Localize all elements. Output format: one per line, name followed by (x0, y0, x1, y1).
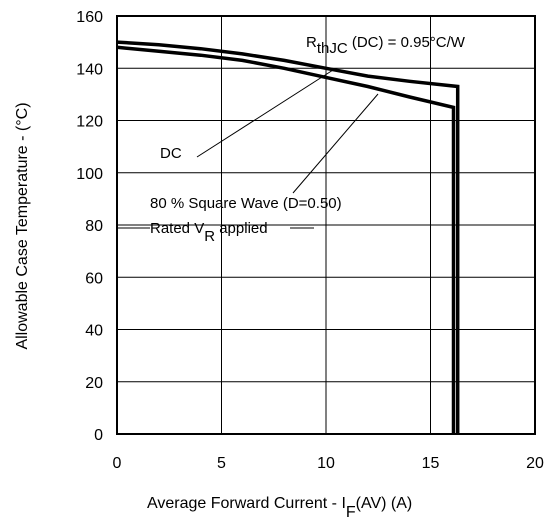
y-tick-label-7: 140 (76, 61, 103, 78)
dc-label: DC (160, 145, 182, 162)
annotations: RthJC (DC) = 0.95°C/W DC 80 % Square Wav… (118, 34, 466, 245)
square-wave-leader-line (292, 93, 379, 194)
y-tick-label-8: 160 (76, 9, 103, 26)
y-tick-label-2: 40 (85, 323, 103, 340)
grid (117, 16, 535, 434)
rth-annotation: RthJC (DC) = 0.95°C/W (306, 34, 466, 57)
plot-frame (116, 15, 536, 435)
square-wave-label: 80 % Square Wave (D=0.50) (150, 195, 342, 212)
x-tick-labels: 0 5 10 15 20 (113, 455, 544, 472)
y-tick-label-3: 60 (85, 270, 103, 287)
x-tick-label-1: 5 (217, 455, 226, 472)
y-axis-title: Allowable Case Temperature - (°C) (14, 102, 31, 349)
x-tick-label-3: 15 (422, 455, 440, 472)
y-tick-label-5: 100 (76, 166, 103, 183)
series-line-1 (116, 45, 456, 434)
dc-leader-line (196, 69, 334, 158)
y-tick-label-1: 20 (85, 375, 103, 392)
x-tick-label-2: 10 (317, 455, 335, 472)
x-tick-label-0: 0 (113, 455, 122, 472)
y-tick-label-0: 0 (94, 427, 103, 444)
y-tick-labels: 0 20 40 60 80 100 120 140 160 (76, 9, 103, 444)
series-line-0 (116, 40, 460, 434)
rated-vr-label: Rated VR applied (150, 220, 268, 245)
x-axis-title: Average Forward Current - IF(AV) (A) (147, 495, 412, 521)
x-tick-label-4: 20 (526, 455, 544, 472)
series-lines (116, 40, 460, 434)
y-tick-label-6: 120 (76, 114, 103, 131)
y-tick-label-4: 80 (85, 218, 103, 235)
